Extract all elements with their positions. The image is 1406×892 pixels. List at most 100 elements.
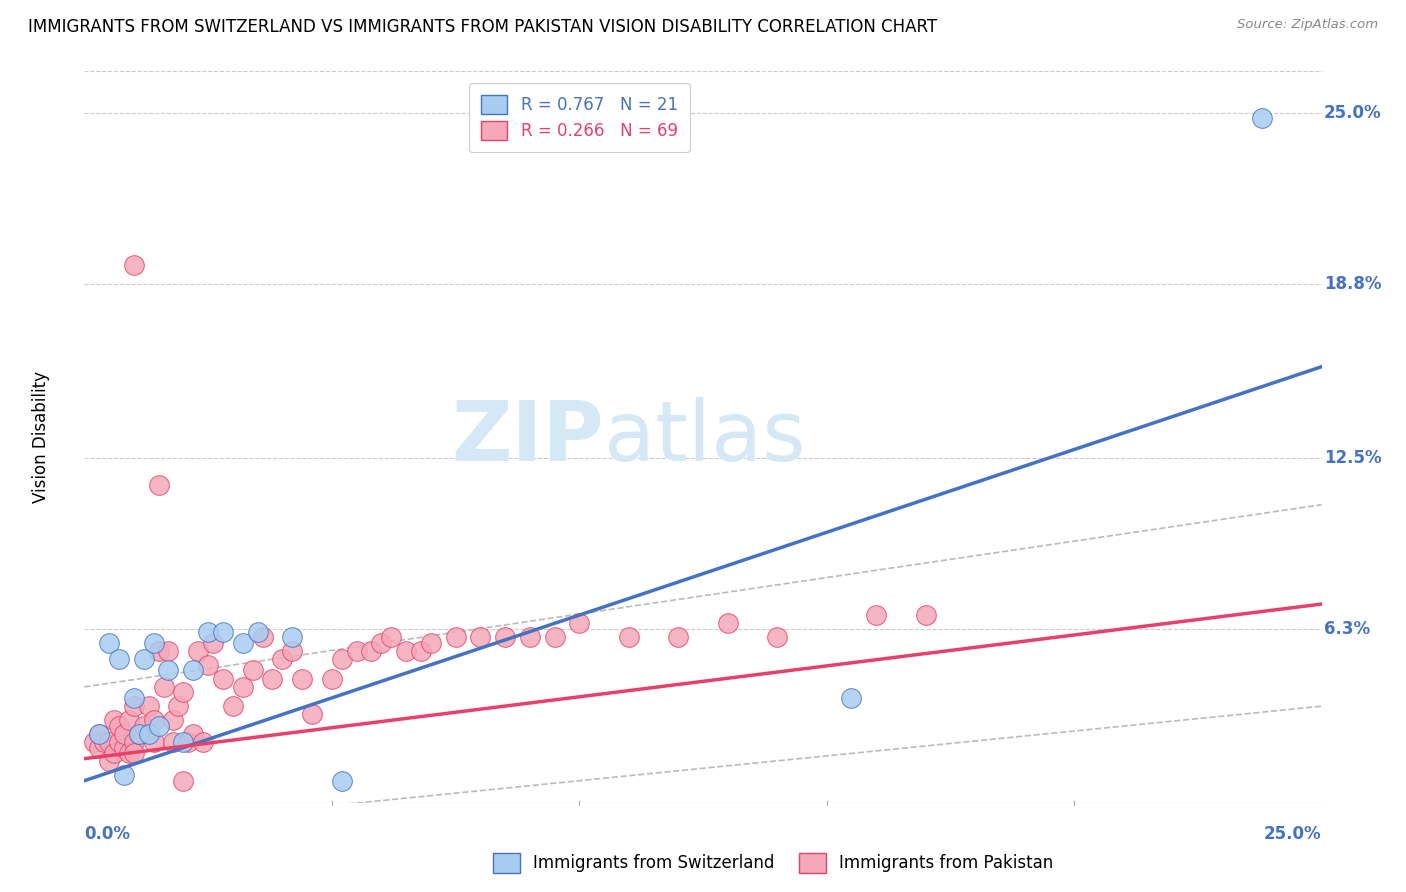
Point	[281, 644, 304, 658]
Point	[191, 735, 214, 749]
Point	[202, 636, 225, 650]
Point	[138, 727, 160, 741]
Point	[197, 624, 219, 639]
Point	[271, 652, 294, 666]
Point	[132, 718, 155, 732]
Point	[122, 258, 145, 272]
Point	[148, 478, 170, 492]
Point	[568, 616, 591, 631]
Point	[914, 608, 936, 623]
Point	[112, 768, 135, 782]
Text: 6.3%: 6.3%	[1324, 620, 1371, 638]
Point	[409, 644, 432, 658]
Point	[122, 690, 145, 705]
Point	[128, 727, 150, 741]
Point	[142, 735, 165, 749]
Point	[717, 616, 740, 631]
Point	[103, 713, 125, 727]
Point	[152, 680, 174, 694]
Point	[83, 735, 105, 749]
Point	[519, 630, 541, 644]
Point	[181, 663, 204, 677]
Point	[212, 624, 235, 639]
Point	[181, 727, 204, 741]
Point	[108, 718, 131, 732]
Point	[1251, 112, 1274, 126]
Point	[444, 630, 467, 644]
Legend: Immigrants from Switzerland, Immigrants from Pakistan: Immigrants from Switzerland, Immigrants …	[486, 847, 1060, 880]
Point	[167, 699, 190, 714]
Point	[98, 755, 121, 769]
Point	[122, 699, 145, 714]
Point	[89, 727, 111, 741]
Point	[118, 746, 141, 760]
Point	[108, 735, 131, 749]
Point	[98, 735, 121, 749]
Point	[232, 680, 254, 694]
Point	[360, 644, 382, 658]
Point	[172, 685, 194, 699]
Text: 0.0%: 0.0%	[84, 825, 131, 843]
Text: atlas: atlas	[605, 397, 806, 477]
Text: 25.0%: 25.0%	[1324, 103, 1382, 122]
Point	[132, 652, 155, 666]
Point	[93, 735, 115, 749]
Point	[262, 672, 284, 686]
Point	[470, 630, 492, 644]
Point	[666, 630, 689, 644]
Point	[380, 630, 402, 644]
Point	[841, 690, 863, 705]
Point	[321, 672, 343, 686]
Point	[252, 630, 274, 644]
Point	[118, 713, 141, 727]
Legend: R = 0.767   N = 21, R = 0.266   N = 69: R = 0.767 N = 21, R = 0.266 N = 69	[470, 83, 689, 152]
Point	[172, 735, 194, 749]
Point	[172, 773, 194, 788]
Point	[187, 644, 209, 658]
Point	[128, 727, 150, 741]
Point	[330, 773, 353, 788]
Point	[222, 699, 245, 714]
Point	[494, 630, 516, 644]
Point	[122, 746, 145, 760]
Point	[232, 636, 254, 650]
Point	[617, 630, 640, 644]
Text: ZIP: ZIP	[451, 397, 605, 477]
Point	[281, 630, 304, 644]
Point	[395, 644, 418, 658]
Point	[242, 663, 264, 677]
Point	[112, 740, 135, 755]
Point	[301, 707, 323, 722]
Point	[212, 672, 235, 686]
Point	[89, 727, 111, 741]
Point	[148, 644, 170, 658]
Point	[346, 644, 368, 658]
Point	[89, 740, 111, 755]
Text: Vision Disability: Vision Disability	[32, 371, 51, 503]
Point	[103, 746, 125, 760]
Point	[142, 636, 165, 650]
Point	[148, 718, 170, 732]
Point	[370, 636, 392, 650]
Text: Source: ZipAtlas.com: Source: ZipAtlas.com	[1237, 18, 1378, 31]
Point	[138, 699, 160, 714]
Point	[162, 735, 184, 749]
Point	[246, 624, 269, 639]
Point	[142, 713, 165, 727]
Point	[157, 644, 180, 658]
Point	[112, 727, 135, 741]
Point	[108, 652, 131, 666]
Point	[162, 713, 184, 727]
Point	[122, 735, 145, 749]
Point	[98, 636, 121, 650]
Point	[330, 652, 353, 666]
Point	[291, 672, 314, 686]
Point	[177, 735, 200, 749]
Point	[157, 663, 180, 677]
Text: IMMIGRANTS FROM SWITZERLAND VS IMMIGRANTS FROM PAKISTAN VISION DISABILITY CORREL: IMMIGRANTS FROM SWITZERLAND VS IMMIGRANT…	[28, 18, 938, 36]
Point	[419, 636, 441, 650]
Point	[865, 608, 887, 623]
Point	[766, 630, 789, 644]
Point	[197, 657, 219, 672]
Text: 25.0%: 25.0%	[1264, 825, 1322, 843]
